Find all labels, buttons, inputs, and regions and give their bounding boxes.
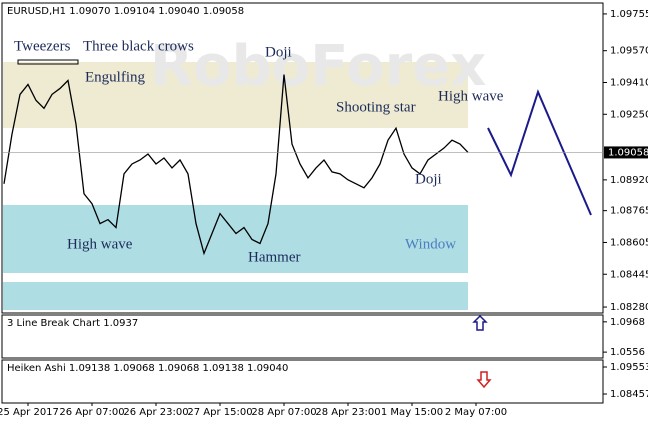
- y-tick-label: 1.09410: [610, 77, 648, 88]
- x-tick-label: 27 Apr 15:00: [187, 407, 252, 418]
- pattern-annotation: High wave: [438, 88, 504, 104]
- panel-title: Heiken Ashi 1.09138 1.09068 1.09068 1.09…: [7, 363, 288, 374]
- y-tick-label: 1.09250: [610, 109, 648, 120]
- x-tick-label: 1 May 15:00: [381, 407, 443, 418]
- y-tick-label: 1.08445: [610, 269, 648, 280]
- y-tick-label: 1.09755: [610, 9, 648, 20]
- y-tick-label: 1.0556: [610, 347, 645, 358]
- down-arrow-icon: [476, 371, 492, 389]
- pattern-annotation: Hammer: [248, 249, 300, 265]
- x-tick-label: 26 Apr 23:00: [123, 407, 188, 418]
- window-zone: [3, 282, 468, 310]
- y-tick-label: 1.08765: [610, 206, 648, 217]
- forecast-arrow: [487, 89, 592, 216]
- y-tick-label: 1.0968: [610, 317, 645, 328]
- main-frame: [1, 2, 604, 314]
- pattern-annotation: Three black crows: [83, 38, 194, 54]
- panel-frame: [1, 314, 604, 359]
- x-tick-label: 25 Apr 2017: [0, 407, 59, 418]
- pattern-annotation: High wave: [67, 236, 133, 252]
- up-arrow-icon: [472, 314, 488, 331]
- y-tick-label: 1.09553: [610, 362, 648, 373]
- price-line: [3, 74, 469, 256]
- panel-title: 3 Line Break Chart 1.0937: [7, 318, 138, 329]
- resistance-zone: [3, 62, 468, 128]
- panel-frame: [1, 359, 604, 404]
- y-tick-label: 1.08280: [610, 302, 648, 313]
- pattern-annotation: Shooting star: [336, 99, 416, 115]
- pattern-annotation: Doji: [265, 44, 292, 60]
- window-zone: [3, 205, 468, 273]
- panel-title: EURUSD,H1 1.09070 1.09104 1.09040 1.0905…: [7, 6, 244, 17]
- pattern-annotation: Tweezers: [14, 38, 71, 54]
- y-tick-label: 1.08920: [610, 175, 648, 186]
- x-tick-label: 28 Apr 23:00: [315, 407, 380, 418]
- y-tick-label: 1.08605: [610, 237, 648, 248]
- watermark: RoboForex: [150, 34, 486, 99]
- x-tick-label: 28 Apr 07:00: [251, 407, 316, 418]
- x-tick-label: 26 Apr 07:00: [59, 407, 124, 418]
- x-tick-label: 2 May 07:00: [445, 407, 507, 418]
- y-tick-label: 1.08457: [610, 389, 648, 400]
- pattern-annotation: Doji: [415, 171, 442, 187]
- price-tag-label: 1.09058: [608, 147, 648, 158]
- pattern-annotation: Window: [405, 236, 456, 252]
- pattern-annotation: Engulfing: [85, 69, 145, 85]
- tweezers-bracket: [17, 59, 79, 65]
- y-tick-label: 1.09570: [610, 46, 648, 57]
- price-tag: [604, 146, 648, 159]
